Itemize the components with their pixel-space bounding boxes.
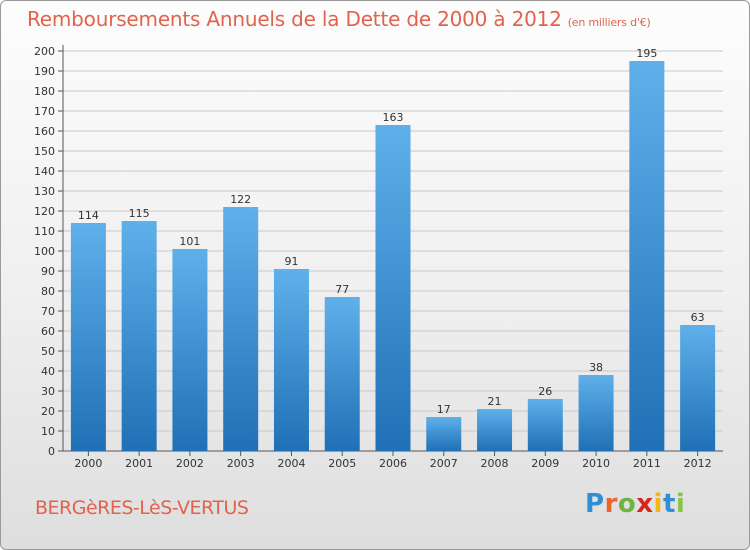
x-tick-label: 2002 <box>176 457 204 470</box>
chart-title-text: Remboursements Annuels de la Dette de 20… <box>27 7 562 31</box>
bar <box>121 221 157 451</box>
bar <box>578 375 614 451</box>
y-tick-label: 120 <box>34 205 55 218</box>
x-tick-label: 2008 <box>481 457 509 470</box>
x-tick-label: 2000 <box>74 457 102 470</box>
data-label: 26 <box>538 385 552 398</box>
data-label: 38 <box>589 361 603 374</box>
y-tick-label: 70 <box>41 305 55 318</box>
logo-letter: i <box>653 489 663 519</box>
data-label: 115 <box>129 207 150 220</box>
y-tick-label: 80 <box>41 285 55 298</box>
bar <box>375 125 411 451</box>
data-label: 17 <box>437 403 451 416</box>
bar <box>172 249 208 451</box>
proxiti-logo: Proxiti <box>585 489 685 519</box>
y-tick-label: 30 <box>41 385 55 398</box>
x-tick-label: 2006 <box>379 457 407 470</box>
logo-letter: x <box>636 489 654 519</box>
bar <box>527 399 563 451</box>
y-tick-label: 160 <box>34 125 55 138</box>
x-tick-label: 2003 <box>227 457 255 470</box>
y-tick-label: 20 <box>41 405 55 418</box>
y-tick-label: 50 <box>41 345 55 358</box>
x-tick-label: 2007 <box>430 457 458 470</box>
y-tick-label: 10 <box>41 425 55 438</box>
data-label: 63 <box>691 311 705 324</box>
y-tick-label: 110 <box>34 225 55 238</box>
data-label: 101 <box>179 235 200 248</box>
data-label: 114 <box>78 209 99 222</box>
x-tick-label: 2004 <box>277 457 305 470</box>
chart-title: Remboursements Annuels de la Dette de 20… <box>27 7 651 31</box>
x-tick-label: 2005 <box>328 457 356 470</box>
logo-letter: r <box>604 489 618 519</box>
x-tick-label: 2012 <box>684 457 712 470</box>
x-tick-label: 2010 <box>582 457 610 470</box>
y-tick-label: 180 <box>34 85 55 98</box>
data-label: 163 <box>383 111 404 124</box>
x-tick-label: 2001 <box>125 457 153 470</box>
bar <box>223 207 259 451</box>
y-tick-label: 90 <box>41 265 55 278</box>
y-tick-label: 170 <box>34 105 55 118</box>
x-tick-label: 2009 <box>531 457 559 470</box>
bars <box>70 61 716 451</box>
logo-letter: i <box>675 489 686 519</box>
logo-letter: t <box>662 489 676 519</box>
logo-letter: o <box>617 489 637 519</box>
bar <box>629 61 665 451</box>
bar <box>477 409 513 451</box>
y-tick-label: 140 <box>34 165 55 178</box>
y-tick-label: 60 <box>41 325 55 338</box>
y-tick-label: 40 <box>41 365 55 378</box>
data-label: 195 <box>636 47 657 60</box>
bar <box>324 297 360 451</box>
bar <box>70 223 106 451</box>
y-tick-label: 190 <box>34 65 55 78</box>
y-tick-label: 0 <box>48 445 55 458</box>
y-tick-label: 130 <box>34 185 55 198</box>
chart-unit: (en milliers d'€) <box>567 16 651 29</box>
bar <box>680 325 716 451</box>
data-label: 91 <box>284 255 298 268</box>
data-label: 21 <box>488 395 502 408</box>
bar <box>426 417 462 451</box>
y-tick-label: 150 <box>34 145 55 158</box>
labels: 2000 114 2001 115 2002 101 2003 122 2004 91 2005 77… <box>74 47 711 470</box>
y-tick-label: 200 <box>34 45 55 58</box>
commune-name: BERGèRES-LèS-VERTUS <box>35 497 249 519</box>
bar <box>273 269 309 451</box>
y-tick-label: 100 <box>34 245 55 258</box>
data-label: 77 <box>335 283 349 296</box>
data-label: 122 <box>230 193 251 206</box>
x-tick-label: 2011 <box>633 457 661 470</box>
logo-letter: P <box>585 489 605 519</box>
